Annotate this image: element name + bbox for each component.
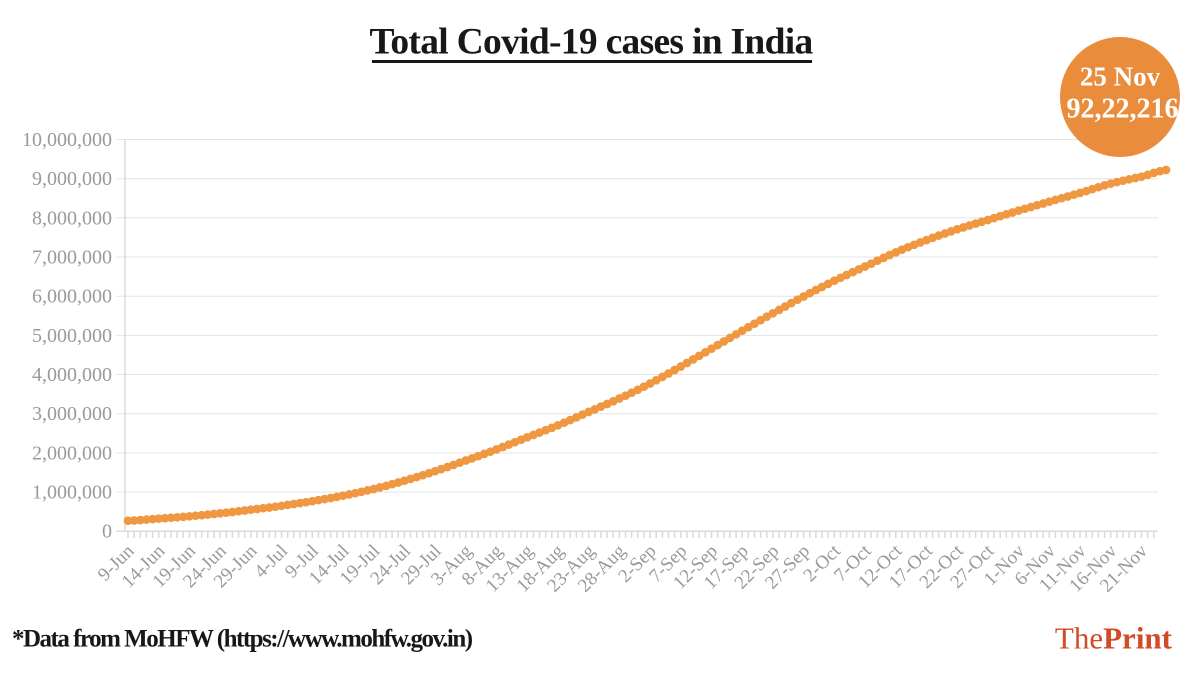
svg-text:4,000,000: 4,000,000	[32, 364, 112, 386]
svg-text:9,000,000: 9,000,000	[32, 168, 112, 190]
svg-text:10,000,000: 10,000,000	[22, 129, 112, 151]
svg-text:25 Nov: 25 Nov	[1080, 62, 1161, 92]
svg-text:1,000,000: 1,000,000	[32, 482, 112, 504]
svg-text:0: 0	[102, 521, 112, 543]
svg-text:ThePrint: ThePrint	[1055, 621, 1173, 656]
svg-text:5,000,000: 5,000,000	[32, 325, 112, 347]
svg-text:7,000,000: 7,000,000	[32, 247, 112, 269]
svg-text:2,000,000: 2,000,000	[32, 442, 112, 464]
svg-text:92,22,216: 92,22,216	[1067, 94, 1179, 125]
svg-text:Total Covid-19 cases in India: Total Covid-19 cases in India	[370, 22, 814, 63]
svg-text:*Data from MoHFW (https://www.: *Data from MoHFW (https://www.mohfw.gov.…	[12, 626, 473, 653]
svg-text:3,000,000: 3,000,000	[32, 403, 112, 425]
svg-text:8,000,000: 8,000,000	[32, 207, 112, 229]
svg-text:6,000,000: 6,000,000	[32, 286, 112, 308]
